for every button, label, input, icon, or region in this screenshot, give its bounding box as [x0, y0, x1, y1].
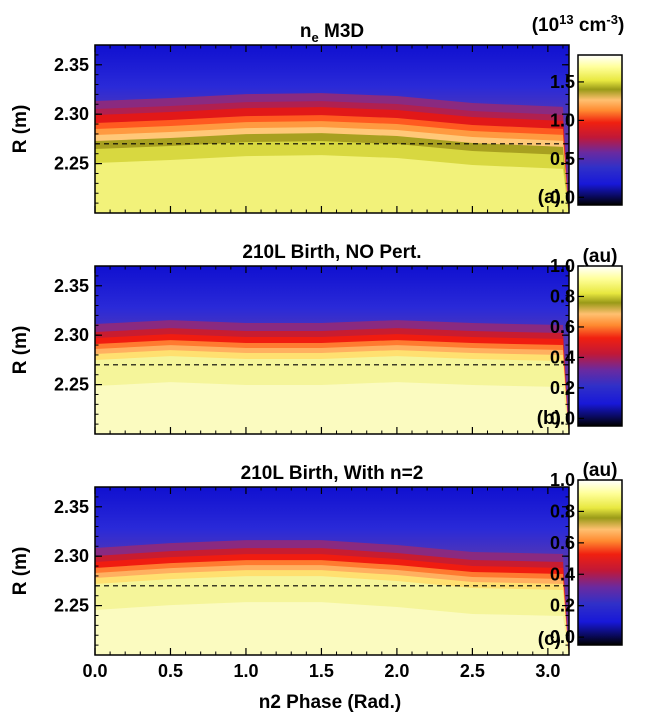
colorbar: [577, 265, 623, 427]
panel-title: ne M3D: [300, 21, 364, 45]
density-band: [95, 155, 569, 213]
y-axis-label: R (m): [10, 105, 31, 154]
colorbar-tick-label: 0.0: [550, 408, 575, 428]
colorbar-tick-label: 0.5: [550, 149, 575, 169]
colorbar-tick-label: 0.2: [550, 596, 575, 616]
colorbar-unit: (au): [583, 246, 618, 267]
panel-label: (a): [538, 187, 561, 208]
colorbar-tick-label: 0.4: [550, 564, 575, 584]
x-tick-label: 3.0: [535, 661, 560, 681]
panel-label: (b): [537, 408, 561, 429]
y-tick-label: 2.30: [54, 104, 89, 124]
colorbar-tick-label: 0.4: [550, 347, 575, 367]
x-axis-label: n2 Phase (Rad.): [259, 692, 402, 713]
density-band: [95, 382, 569, 434]
plot-frame: [94, 265, 570, 435]
x-tick-label: 0.0: [82, 661, 107, 681]
colorbar-tick-label: 1.0: [550, 110, 575, 130]
x-tick-label: 2.0: [384, 661, 409, 681]
colorbar-tick-label: 0.0: [550, 187, 575, 207]
y-tick-label: 2.30: [54, 325, 89, 345]
y-tick-label: 2.25: [54, 596, 89, 616]
plot-frame: [94, 44, 570, 214]
y-tick-label: 2.35: [54, 55, 89, 75]
y-tick-label: 2.30: [54, 546, 89, 566]
y-tick-label: 2.35: [54, 497, 89, 517]
y-tick-label: 2.25: [54, 375, 89, 395]
panel-title: 210L Birth, With n=2: [241, 463, 424, 484]
x-tick-label: 0.5: [158, 661, 183, 681]
x-tick-label: 2.5: [460, 661, 485, 681]
y-tick-label: 2.25: [54, 154, 89, 174]
x-tick-label: 1.0: [233, 661, 258, 681]
y-axis-label: R (m): [10, 326, 31, 375]
panel-label: (c): [538, 629, 561, 650]
panel-c: 2.35 2.30 2.25 R (m) (c) 210L Birth, With n=2…: [10, 460, 623, 656]
x-tick-label: 1.5: [309, 661, 334, 681]
colorbar-tick-label: 1.0: [550, 470, 575, 490]
colorbar: [577, 479, 623, 646]
colorbar-tick-label: 0.6: [550, 533, 575, 553]
colorbar-tick-label: 0.0: [550, 627, 575, 647]
colorbar-unit: (au): [583, 460, 618, 481]
panel-b: 2.35 2.30 2.25 R (m) (b) 210L Birth, NO Pert.…: [10, 242, 623, 435]
heatmap-body: [95, 45, 569, 213]
colorbar: [577, 54, 623, 206]
colorbar-tick-label: 1.0: [550, 256, 575, 276]
y-axis-label: R (m): [10, 547, 31, 596]
density-band: [95, 602, 569, 655]
y-tick-label: 2.35: [54, 276, 89, 296]
plot-frame: [94, 486, 570, 656]
colorbar-unit: (1013 cm-3): [532, 12, 625, 36]
heatmap-body: [95, 266, 569, 434]
colorbar-tick-label: 0.8: [550, 501, 575, 521]
colorbar-tick-label: 0.6: [550, 317, 575, 337]
panel-a: 2.35 2.30 2.25 R (m) (a) ne M3D 0.0 0.5 1.0 1.5 (1…: [10, 12, 625, 214]
panel-title: 210L Birth, NO Pert.: [242, 242, 421, 263]
colorbar-tick-label: 0.2: [550, 378, 575, 398]
colorbar-tick-label: 0.8: [550, 286, 575, 306]
heatmap-body: [95, 487, 569, 655]
colorbar-tick-label: 1.5: [550, 72, 575, 92]
